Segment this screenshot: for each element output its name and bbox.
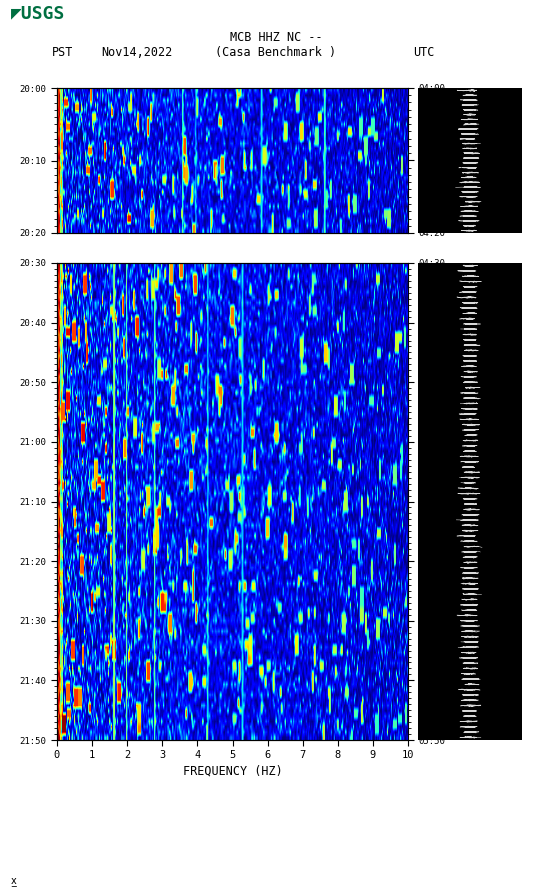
Text: (Casa Benchmark ): (Casa Benchmark ) [215, 46, 337, 60]
Text: MCB HHZ NC --: MCB HHZ NC -- [230, 31, 322, 45]
Text: Nov14,2022: Nov14,2022 [101, 46, 172, 60]
X-axis label: FREQUENCY (HZ): FREQUENCY (HZ) [183, 764, 283, 778]
Text: UTC: UTC [413, 46, 435, 60]
Text: ◤USGS: ◤USGS [11, 4, 66, 22]
Text: PST: PST [51, 46, 73, 60]
Text: x̲: x̲ [11, 876, 17, 886]
